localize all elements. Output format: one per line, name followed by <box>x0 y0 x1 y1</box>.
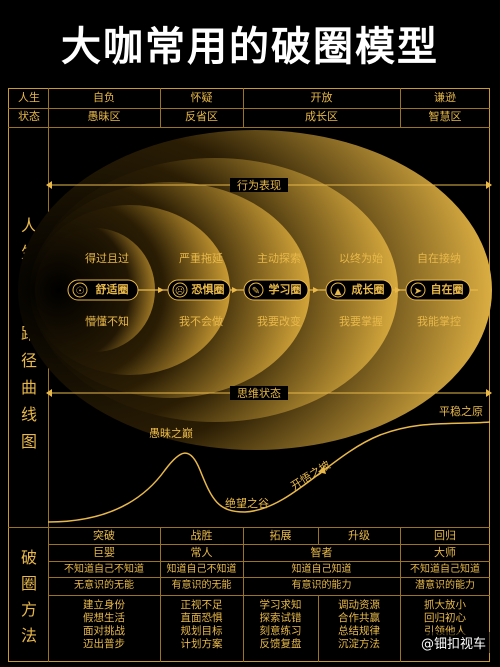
action-list-expand: 学习求知 探索试错 刻意练习 反馈复盘 <box>259 599 302 650</box>
method-col-divider <box>318 527 319 544</box>
header-col-divider <box>243 88 244 127</box>
comfort-icon: ☉ <box>76 286 85 297</box>
growth-bottom-label: 我要掌握 <box>339 315 383 328</box>
role-label: 巨婴 <box>93 546 115 559</box>
method-divider-4 <box>48 595 490 596</box>
role-label: 常人 <box>190 546 213 559</box>
growth-name: 成长圈 <box>351 283 385 296</box>
ability-label: 潜意识的能力 <box>415 580 475 591</box>
side-column-divider <box>48 88 49 662</box>
growth-chart-icon: ▲ <box>335 287 342 297</box>
page-title: 大咖常用的破圈模型 <box>61 24 439 70</box>
zone-label: 成长区 <box>305 110 338 123</box>
fear-top-label: 严重拖延 <box>179 252 223 265</box>
comfort-bottom-label: 懵懂不知 <box>85 315 129 328</box>
header-col-divider <box>160 88 161 127</box>
method-divider-top <box>8 527 490 528</box>
stage-label: 升级 <box>348 529 370 542</box>
thinking-label: 思维状态 <box>237 387 281 400</box>
row-label-state: 状态 <box>18 110 40 123</box>
learning-top-label: 主动探索 <box>257 252 301 265</box>
fear-bottom-label: 我不会做 <box>179 315 223 328</box>
method-col-divider <box>160 527 161 662</box>
method-col-divider <box>243 527 244 662</box>
stage-label: 拓展 <box>269 529 292 542</box>
comfort-top-label: 得过且过 <box>85 252 129 265</box>
fear-face-icon: ☹ <box>175 286 185 297</box>
learning-bottom-label: 我要改变 <box>257 315 301 328</box>
header-divider <box>8 108 490 109</box>
growth-top-label: 以终为始 <box>339 252 383 265</box>
peak-label: 愚昧之巅 <box>149 427 193 440</box>
role-label: 智者 <box>310 546 333 559</box>
knowledge-label: 知道自己知道 <box>291 564 352 575</box>
comfort-name: 舒适圈 <box>95 283 129 296</box>
learning-name: 学习圈 <box>268 283 302 296</box>
pill-comfort: ☉ <box>67 279 139 301</box>
zone-label: 愚昧区 <box>87 110 121 123</box>
fear-name: 恐惧圈 <box>191 283 225 296</box>
attitude-label: 自负 <box>93 91 115 104</box>
row-label-life: 人生 <box>18 91 40 104</box>
method-col-divider <box>400 527 401 662</box>
side-label-method: 破圈 方法 <box>20 548 37 645</box>
pill-free: ➤ <box>405 279 471 301</box>
free-top-label: 自在接纳 <box>417 252 461 265</box>
pill-growth: ▲ <box>325 279 393 301</box>
knowledge-label: 知道自己不知道 <box>166 564 237 575</box>
header-divider-bottom <box>8 127 490 128</box>
stage-label: 突破 <box>93 529 115 542</box>
ability-label: 有意识的能力 <box>291 580 352 591</box>
role-label: 大师 <box>434 546 456 559</box>
pill-fear: ☹ <box>167 279 231 301</box>
ability-label: 有意识的无能 <box>171 580 232 591</box>
action-list-breakthrough: 建立身份 假想生活 面对挑战 迈出普步 <box>83 599 125 650</box>
knowledge-label: 不知道自己不知道 <box>64 564 144 575</box>
attitude-label: 怀疑 <box>190 91 213 104</box>
knowledge-label: 不知道自己知道 <box>410 564 480 575</box>
zone-label: 智慧区 <box>428 110 462 123</box>
method-divider-3 <box>48 577 490 578</box>
learning-icon: ✎ <box>252 286 260 297</box>
plateau-label: 平稳之原 <box>439 405 483 418</box>
zone-label: 反省区 <box>185 110 218 123</box>
valley-label: 绝望之谷 <box>225 497 269 510</box>
pill-learning: ✎ <box>243 279 309 301</box>
action-list-overcome: 正视不足 直面恐惧 规划目标 计划方案 <box>180 599 223 650</box>
behavior-label: 行为表现 <box>237 179 281 192</box>
method-col-divider <box>318 595 319 662</box>
model-frame <box>8 88 490 662</box>
action-list-upgrade: 调动资源 合作共赢 总结规律 沉淀方法 <box>338 599 380 650</box>
header-col-divider <box>400 88 401 127</box>
attitude-label: 开放 <box>310 91 333 104</box>
life-path-curve <box>47 421 491 523</box>
stage-label: 战胜 <box>190 529 213 542</box>
ability-label: 无意识的无能 <box>74 580 134 591</box>
free-bottom-label: 我能掌控 <box>417 315 461 328</box>
method-divider-1 <box>48 544 490 545</box>
watermark: @钿扣视车 <box>416 632 490 653</box>
attitude-label: 谦逊 <box>434 91 456 104</box>
running-figure-icon: ➤ <box>414 286 422 297</box>
method-divider-2 <box>48 561 490 562</box>
stage-label: 回归 <box>434 529 456 542</box>
free-name: 自在圈 <box>430 283 464 296</box>
